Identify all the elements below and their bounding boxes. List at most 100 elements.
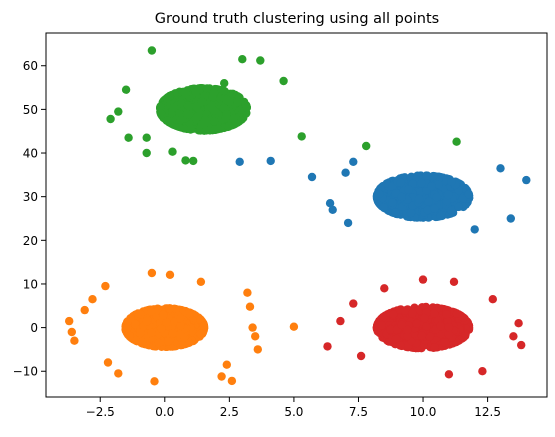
data-point	[168, 329, 178, 338]
data-point	[349, 157, 358, 166]
data-point	[235, 157, 244, 166]
data-point	[496, 164, 505, 173]
data-point	[454, 202, 463, 212]
data-point	[176, 314, 185, 323]
data-point	[452, 137, 461, 146]
data-point	[133, 309, 143, 318]
data-point	[427, 182, 436, 191]
data-point	[175, 330, 185, 339]
data-point	[88, 295, 97, 304]
data-point	[522, 175, 531, 185]
data-point	[163, 337, 173, 346]
data-point	[279, 76, 288, 86]
data-point	[245, 302, 255, 311]
data-point	[432, 193, 441, 202]
data-point	[191, 87, 201, 97]
data-point	[506, 214, 515, 223]
data-point	[209, 106, 218, 115]
data-point	[289, 322, 299, 331]
data-point	[142, 317, 151, 326]
data-point	[101, 281, 110, 291]
data-point	[447, 177, 456, 186]
data-point	[142, 133, 151, 142]
data-point	[388, 198, 397, 207]
data-point	[416, 187, 425, 197]
data-point	[210, 117, 219, 126]
data-point	[422, 171, 431, 180]
data-point	[424, 197, 433, 206]
chart-title: Ground truth clustering using all points	[155, 11, 439, 27]
data-point	[157, 110, 166, 119]
data-point	[227, 376, 237, 386]
data-point	[114, 107, 123, 116]
data-point	[165, 270, 175, 279]
data-point	[162, 93, 172, 103]
data-point	[189, 156, 198, 166]
data-point	[219, 86, 229, 96]
data-point	[256, 56, 265, 65]
data-point	[65, 316, 74, 326]
data-point	[146, 307, 156, 316]
data-point	[238, 55, 247, 64]
data-point	[213, 125, 223, 134]
data-point	[138, 337, 147, 346]
data-point	[159, 310, 168, 320]
series-1	[65, 268, 299, 386]
data-point	[106, 114, 115, 124]
data-point	[199, 321, 209, 331]
data-point	[196, 329, 206, 339]
data-point	[182, 109, 192, 119]
data-point	[121, 85, 131, 94]
data-point	[251, 332, 260, 341]
series-3	[323, 275, 526, 379]
data-point	[181, 89, 190, 99]
data-point	[328, 205, 337, 214]
data-point	[423, 206, 432, 215]
data-point	[177, 340, 187, 350]
data-point	[375, 189, 384, 198]
data-point	[458, 194, 468, 203]
data-point	[70, 336, 79, 345]
data-point	[221, 95, 231, 104]
data-point	[430, 204, 439, 213]
data-point	[125, 331, 134, 341]
data-point	[243, 288, 252, 297]
data-point	[147, 46, 157, 55]
data-point	[470, 225, 479, 234]
data-point	[391, 208, 400, 217]
data-point	[307, 172, 317, 182]
data-point	[123, 317, 132, 326]
data-point	[103, 358, 113, 367]
series-0	[235, 156, 531, 234]
data-point	[200, 115, 210, 125]
data-point	[248, 323, 257, 332]
data-point	[362, 141, 371, 151]
data-point	[343, 218, 353, 228]
data-point	[417, 178, 426, 188]
data-point	[408, 179, 417, 189]
data-point	[220, 79, 229, 88]
data-point	[181, 156, 190, 165]
data-point	[429, 171, 438, 181]
data-point	[168, 147, 177, 156]
data-point	[197, 97, 206, 106]
data-point	[325, 199, 335, 208]
data-point	[442, 197, 451, 206]
points-layer	[65, 46, 531, 386]
data-point	[196, 277, 206, 286]
data-point	[147, 328, 156, 337]
data-point	[222, 360, 231, 369]
data-point	[217, 372, 226, 381]
data-point	[406, 208, 416, 218]
data-point	[297, 132, 306, 141]
data-point	[186, 125, 195, 134]
data-point	[142, 148, 151, 158]
data-point	[114, 369, 123, 378]
data-point	[165, 304, 174, 313]
data-point	[147, 268, 157, 278]
data-point	[242, 103, 251, 112]
data-point	[434, 180, 443, 189]
data-point	[233, 98, 242, 107]
